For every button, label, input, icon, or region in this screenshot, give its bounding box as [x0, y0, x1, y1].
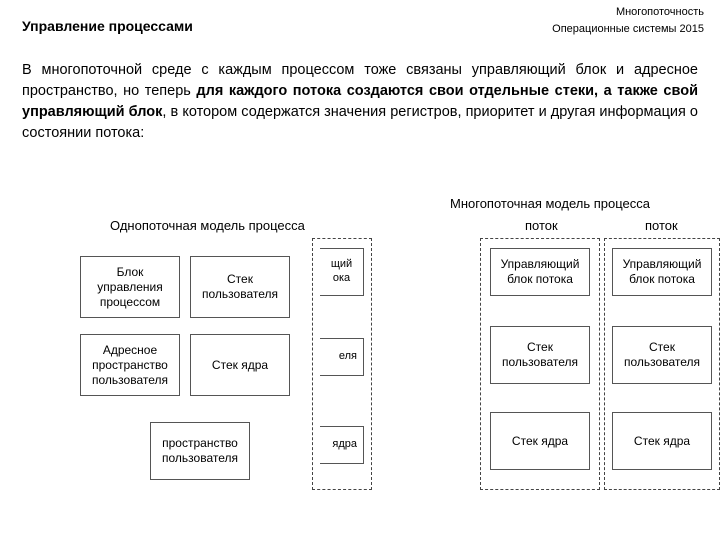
box-user-stack-single: Стек пользователя — [190, 256, 290, 318]
box-kernel-stack-single: Стек ядра — [190, 334, 290, 396]
label-single-model: Однопоточная модель процесса — [110, 218, 305, 233]
body-paragraph: В многопоточной среде с каждым процессом… — [22, 60, 698, 144]
label-thread-2: поток — [645, 218, 678, 233]
box-kernelstack-frag: ядра — [320, 426, 364, 464]
box-userstack-frag: еля — [320, 338, 364, 376]
diagram: Однопоточная модель процесса Многопоточн… — [0, 190, 720, 540]
box-user-stack-1: Стек пользователя — [490, 326, 590, 384]
header-course: Операционные системы 2015 — [552, 21, 704, 38]
box-tcb-1: Управляющий блок потока — [490, 248, 590, 296]
box-kernel-stack-2: Стек ядра — [612, 412, 712, 470]
header-right: Многопоточность Операционные системы 201… — [552, 4, 704, 37]
box-tcb-frag: щий ока — [320, 248, 364, 296]
box-addr-space-single: Адресное пространство пользователя — [80, 334, 180, 396]
header-topic: Многопоточность — [552, 4, 704, 21]
box-pcb: Блок управления процессом — [80, 256, 180, 318]
label-multi-model: Многопоточная модель процесса — [450, 196, 650, 211]
slide: Многопоточность Операционные системы 201… — [0, 0, 720, 540]
box-addr-space-frag: пространство пользователя — [150, 422, 250, 480]
label-thread-1: поток — [525, 218, 558, 233]
box-user-stack-2: Стек пользователя — [612, 326, 712, 384]
box-kernel-stack-1: Стек ядра — [490, 412, 590, 470]
box-tcb-2: Управляющий блок потока — [612, 248, 712, 296]
header-section: Управление процессами — [22, 18, 193, 34]
